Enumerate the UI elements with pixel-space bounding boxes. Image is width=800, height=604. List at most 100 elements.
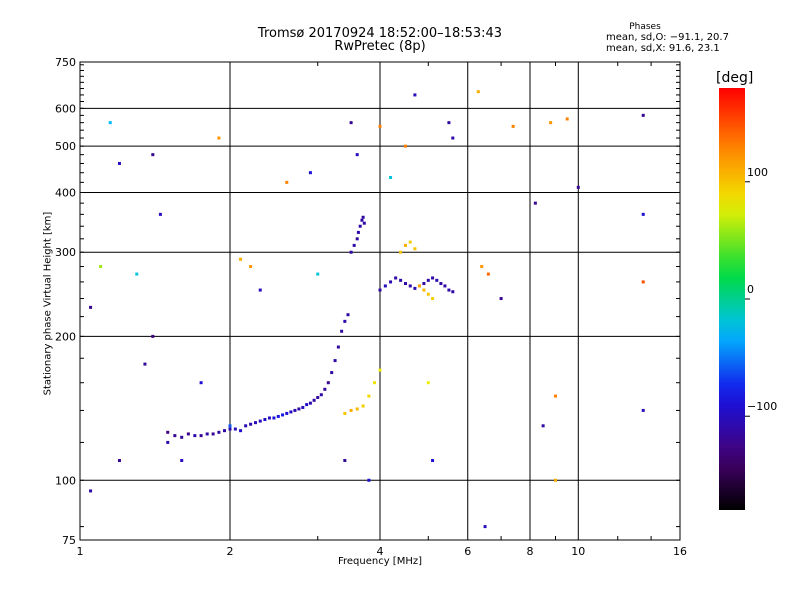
data-point [394,276,398,280]
data-point [151,153,155,157]
data-point [343,411,347,415]
data-point [180,435,184,439]
data-point [217,430,221,434]
data-point [343,319,347,323]
data-point [378,124,382,128]
data-point [330,371,334,375]
data-point [135,272,139,276]
data-point [276,414,280,418]
y-tick-label: 500 [55,140,76,153]
data-point [362,221,366,225]
data-point [360,218,364,222]
data-point [355,407,359,411]
data-point [399,278,403,282]
data-point [417,284,421,288]
data-point [223,429,227,433]
data-point [565,117,569,121]
data-point [151,334,155,338]
data-point [439,282,443,286]
data-point [293,408,297,412]
data-point [233,427,237,431]
data-point [553,394,557,398]
stats-x-mode: mean, sd,X: 91.6, 23.1 [606,43,720,54]
data-point [285,411,289,415]
data-point [228,424,232,428]
data-point [641,280,645,284]
x-tick-label: 2 [227,545,234,558]
colorbar-tick-label: 100 [747,166,768,179]
data-point [367,478,371,482]
colorbar-tick-label: −100 [747,400,777,413]
data-point [431,276,435,280]
data-point [549,121,553,125]
data-point [349,408,353,412]
data-point [308,401,312,405]
data-point [249,265,253,269]
data-point [99,265,103,269]
data-point [239,257,243,261]
data-point [244,424,248,428]
data-point [166,440,170,444]
data-point [143,362,147,366]
data-point [408,284,412,288]
data-point [356,230,360,234]
x-tick-label: 6 [464,545,471,558]
data-point [553,478,557,482]
colorbar-title: [deg] [716,70,754,86]
data-point [319,393,323,397]
data-point [239,429,243,433]
data-point [447,288,451,292]
data-point [117,161,121,165]
stats-o-mode: mean, sd,O: −91.1, 20.7 [606,32,729,43]
data-point [443,284,447,288]
data-point [480,265,484,269]
data-point [199,434,203,438]
data-point [285,180,289,184]
y-tick-label: 750 [55,56,76,69]
data-point [258,419,262,423]
data-point [641,408,645,412]
data-point [211,432,215,436]
x-tick-label: 10 [571,545,585,558]
data-point [272,416,276,420]
chart-title: Tromsø 20170924 18:52:00–18:53:43 [257,26,503,41]
data-point [511,124,515,128]
data-point [352,243,356,247]
y-tick-label: 75 [62,534,76,547]
phases-label: Phases [629,22,661,32]
data-point [426,278,430,282]
data-point [413,247,417,251]
x-tick-label: 1 [77,545,84,558]
data-point [166,430,170,434]
data-point [426,381,430,385]
y-tick-label: 400 [55,186,76,199]
data-point [413,286,417,290]
data-point [349,250,353,254]
x-tick-label: 4 [377,545,384,558]
data-point [389,280,393,284]
data-point [316,272,320,276]
data-point [422,288,426,292]
data-point [373,381,377,385]
data-point [355,237,359,241]
data-point [173,434,177,438]
data-point [289,410,293,414]
data-point [486,272,490,276]
y-tick-label: 300 [55,246,76,259]
data-point [355,153,359,157]
data-point [641,212,645,216]
data-point [361,404,365,408]
data-point [186,432,190,436]
data-point [249,422,253,426]
data-point [413,93,417,97]
data-point [180,458,184,462]
data-point [435,278,439,282]
data-point [267,416,271,420]
data-point [333,359,337,363]
plot-frame [79,61,681,541]
data-point [346,313,350,317]
colorbar-tick-label: 0 [747,283,754,296]
data-point [378,368,382,372]
